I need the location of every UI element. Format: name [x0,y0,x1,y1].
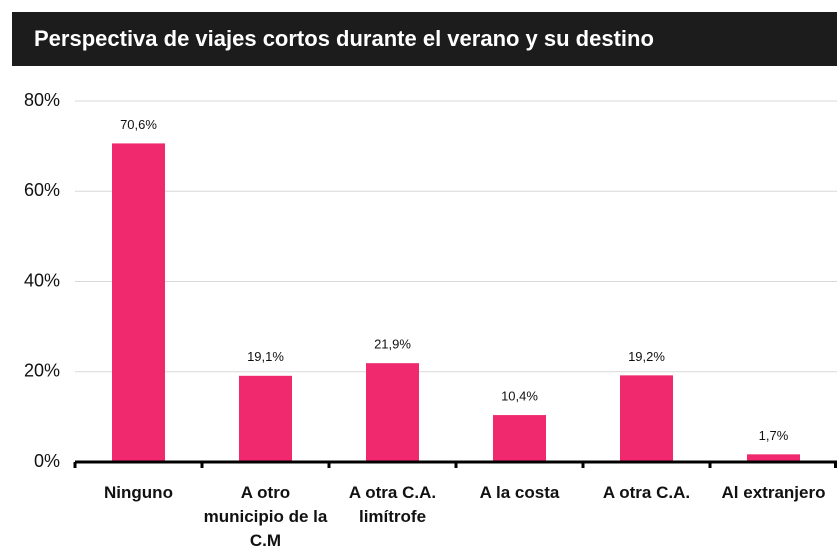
bar [620,375,673,462]
bar [366,363,419,462]
title-bar: Perspectiva de viajes cortos durante el … [12,12,837,66]
bar [112,143,165,463]
x-tick-label: Al extranjero [721,483,826,502]
bar [239,375,292,462]
value-label: 70,6% [120,117,157,132]
x-tick-label: A otra C.A. limítrofe [348,483,437,526]
x-tick-label: A la costa [479,483,560,502]
bar [747,454,800,462]
x-tick-label: A otro municipio de la C.M [203,483,328,550]
value-label: 10,4% [501,389,538,404]
y-tick-label: 80% [24,90,60,110]
value-label: 21,9% [374,337,411,352]
value-label: 19,1% [247,349,284,364]
x-tick-label: Ninguno [104,483,173,502]
x-tick-label: A otra C.A. [602,483,691,502]
y-tick-label: 60% [24,180,60,200]
y-tick-label: 0% [34,451,60,471]
value-label: 19,2% [628,349,665,364]
value-label: 1,7% [759,428,789,443]
bar [493,415,546,462]
chart-title: Perspectiva de viajes cortos durante el … [34,26,654,51]
y-tick-label: 20% [24,361,60,381]
y-tick-label: 40% [24,270,60,290]
